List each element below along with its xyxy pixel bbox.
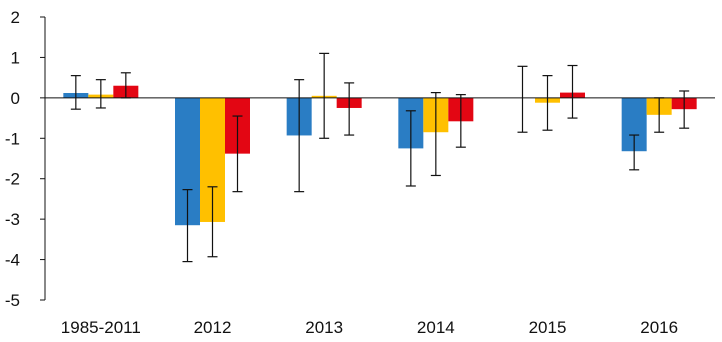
x-tick-label-2013: 2013 bbox=[305, 318, 343, 337]
x-tick-label-2015: 2015 bbox=[529, 318, 567, 337]
y-tick-label--2: -2 bbox=[5, 170, 20, 189]
x-tick-label-2014: 2014 bbox=[417, 318, 455, 337]
x-tick-label-2012: 2012 bbox=[194, 318, 232, 337]
y-tick-label--1: -1 bbox=[5, 129, 20, 148]
y-tick-label--5: -5 bbox=[5, 291, 20, 310]
y-tick-label--3: -3 bbox=[5, 210, 20, 229]
x-tick-label-1985-2011: 1985-2011 bbox=[61, 318, 141, 337]
x-tick-label-2016: 2016 bbox=[640, 318, 678, 337]
y-tick-label-0: 0 bbox=[11, 89, 20, 108]
y-tick-label-1: 1 bbox=[11, 48, 20, 67]
y-tick-label-2: 2 bbox=[11, 8, 20, 27]
y-tick-label--4: -4 bbox=[5, 251, 20, 270]
